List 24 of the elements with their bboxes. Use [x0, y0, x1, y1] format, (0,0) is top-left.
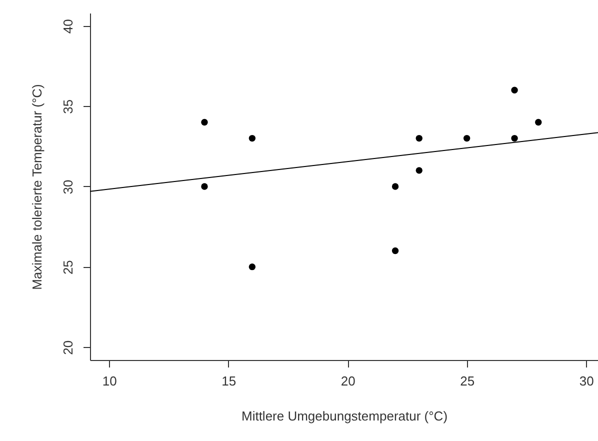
point: [511, 86, 518, 94]
x-axis-title: Mittlere Umgebungstemperatur (°C): [241, 408, 448, 424]
point: [201, 118, 208, 126]
point: [535, 118, 542, 126]
point: [463, 134, 470, 142]
x-tick-label: 20: [340, 374, 356, 388]
y-tick-label: 30: [60, 180, 76, 194]
point: [416, 134, 422, 142]
point: [511, 134, 518, 142]
point: [248, 263, 256, 270]
x-tick-label: 25: [460, 374, 475, 388]
point: [392, 247, 399, 254]
point: [248, 134, 256, 142]
point: [201, 183, 208, 190]
y-axis-title: Maximale tolerierte Temperatur (°C): [30, 84, 44, 290]
x-tick-label: 15: [222, 374, 236, 388]
y-tick-label: 20: [60, 340, 76, 355]
point: [416, 167, 422, 174]
x-tick-label: 30: [579, 374, 594, 388]
y-tick-label: 25: [60, 260, 76, 275]
y-tick-label: 40: [60, 19, 76, 34]
x-tick-label: 10: [102, 374, 117, 388]
y-tick-label: 35: [60, 99, 76, 114]
point: [392, 183, 399, 190]
